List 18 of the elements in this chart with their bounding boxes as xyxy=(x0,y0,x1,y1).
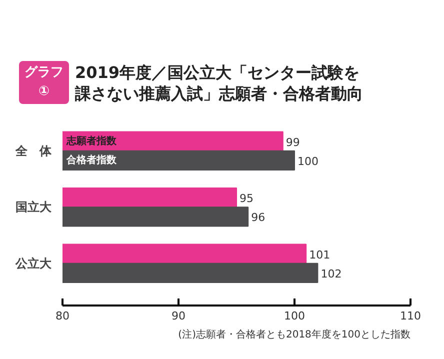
chart-title: 2019年度／国公立大「センター試験を課さない推薦入試」志願者・合格者動向 xyxy=(75,62,363,104)
x-tick-label: 90 xyxy=(172,310,186,322)
x-tick-label: 80 xyxy=(56,310,70,322)
data-label: 96 xyxy=(251,211,266,224)
series-label: 合格者指数 xyxy=(66,154,118,166)
x-tick-label: 100 xyxy=(284,310,305,322)
x-tick-label: 110 xyxy=(400,310,421,322)
data-label: 95 xyxy=(240,192,254,205)
series-label: 志願者指数 xyxy=(66,134,118,147)
y-tick-label: 国立大 xyxy=(16,200,52,214)
data-label: 101 xyxy=(309,248,330,262)
y-tick-label: 全 体 xyxy=(14,144,52,158)
y-tick-label: 公立大 xyxy=(14,256,52,270)
data-label: 99 xyxy=(286,136,300,149)
text: (注)志願者・合格者とも2018年度を100とした指数 xyxy=(178,328,411,340)
data-label: 100 xyxy=(298,154,318,168)
data-label: 102 xyxy=(320,267,342,280)
text: グラフ① xyxy=(19,61,69,104)
